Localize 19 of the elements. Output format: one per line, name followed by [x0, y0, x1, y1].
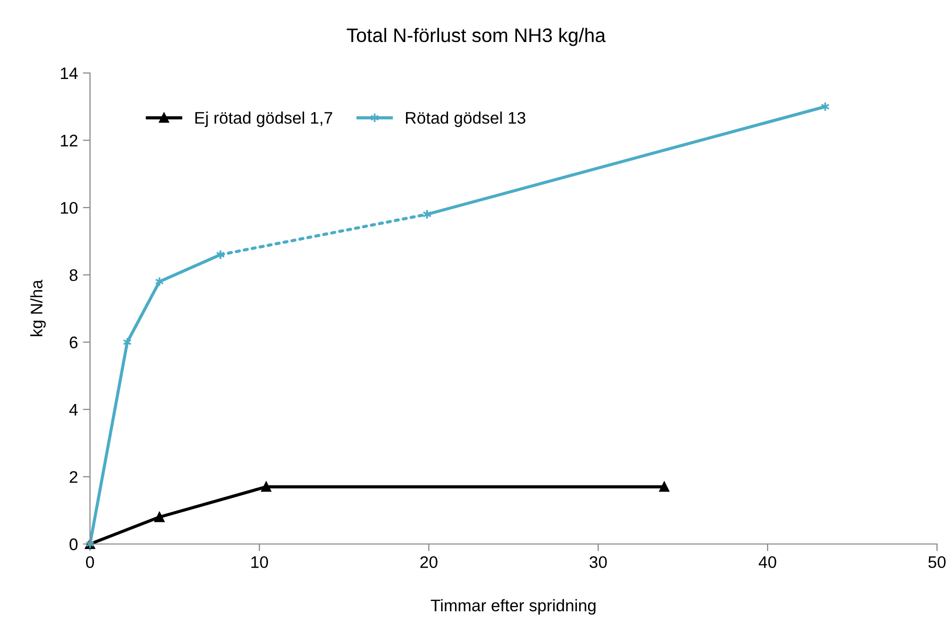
x-axis-title: Timmar efter spridning [430, 599, 596, 615]
y-tick-label: 12 [60, 134, 78, 146]
x-tick-label: 10 [251, 556, 268, 568]
x-tick-label: 0 [86, 556, 94, 568]
legend-label: Ej rötad gödsel 1,7 [195, 112, 332, 128]
x-tick-label: 50 [928, 556, 946, 568]
y-tick-label: 2 [70, 471, 78, 483]
legend-label: Rötad gödsel 13 [406, 112, 526, 128]
y-tick-label: 6 [70, 336, 78, 348]
chart-title: Total N-förlust som NH3 kg/ha [346, 28, 606, 46]
y-tick-label: 4 [69, 404, 78, 416]
y-tick-label: 0 [70, 538, 78, 550]
y-tick-label: 8 [70, 269, 78, 282]
x-tick-label: 20 [420, 556, 438, 568]
x-tick-label: 30 [590, 556, 607, 568]
y-tick-label: 10 [60, 202, 78, 214]
y-axis-title: kg N/ha [30, 280, 46, 336]
y-tick-label: 14 [60, 68, 78, 80]
x-tick-label: 40 [758, 556, 776, 568]
